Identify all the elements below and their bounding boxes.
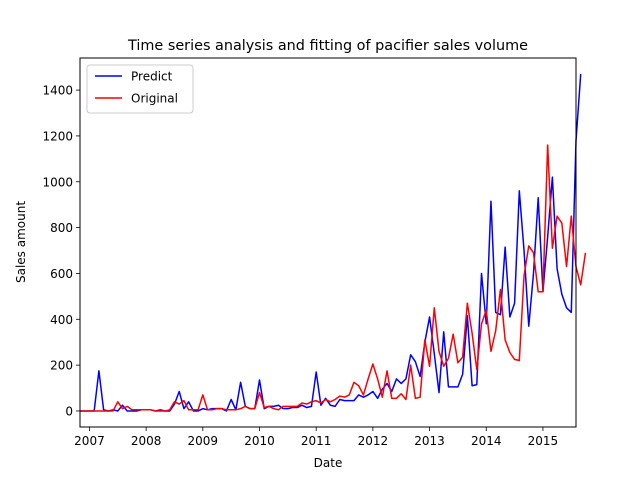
y-tick-label: 1400 [42,84,73,98]
series-lines [80,73,587,412]
x-tick-label: 2007 [74,434,105,448]
series-line-original [80,144,587,412]
y-axis-label: Sales amount [14,201,28,283]
x-axis-label: Date [314,456,343,470]
x-tick-label: 2009 [188,434,219,448]
y-tick-label: 1000 [42,175,73,189]
x-tick-label: 2014 [471,434,502,448]
legend: Predict Original [86,64,194,114]
x-tick-label: 2012 [358,434,389,448]
y-tick-label: 200 [50,359,73,373]
y-tick-label: 800 [50,221,73,235]
y-tick-label: 0 [65,404,73,418]
x-tick-label: 2013 [414,434,445,448]
x-tick-label: 2015 [528,434,559,448]
plot-frame [79,57,577,428]
y-tick-label: 1200 [42,129,73,143]
legend-label-predict: Predict [131,70,173,84]
x-tick-label: 2008 [131,434,162,448]
legend-label-original: Original [131,92,178,106]
legend-box [86,64,194,114]
chart-title: Time series analysis and fitting of paci… [127,38,528,54]
y-tick-label: 400 [50,313,73,327]
y-axis-ticks: 0 200 400 600 800 1000 1200 1400 [42,84,80,418]
y-tick-label: 600 [50,267,73,281]
x-tick-label: 2010 [244,434,275,448]
x-tick-label: 2011 [301,434,332,448]
x-axis-ticks: 2007 2008 2009 2010 2011 2012 2013 2014 2015 [74,427,558,448]
